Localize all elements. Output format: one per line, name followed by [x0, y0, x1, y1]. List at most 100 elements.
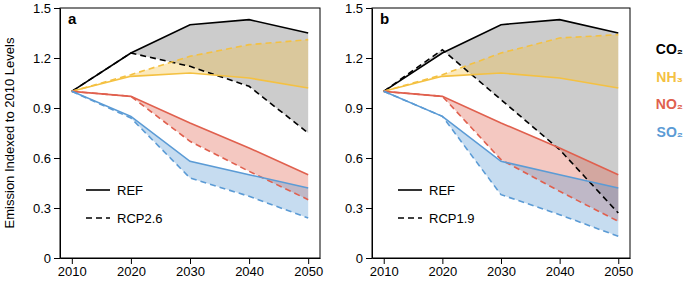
- range-area: [72, 91, 308, 218]
- tick-mark: [366, 208, 372, 209]
- x-tick: 2040: [546, 258, 575, 279]
- legend-swatch: [86, 217, 110, 219]
- y-axis: 00.30.60.91.21.5: [33, 1, 61, 266]
- legend-label: CO₂: [656, 41, 683, 57]
- legend-label: NH₃: [656, 69, 683, 85]
- tick-label: 0.3: [345, 201, 363, 216]
- plot-frame: [372, 8, 630, 258]
- tick-mark: [54, 108, 60, 109]
- legend-label: SO₂: [657, 124, 683, 140]
- figure: 2010 2020 2030 2040 2050 0 0.3 0.6 0.9 1.2 1.5 a Emi…: [0, 0, 685, 290]
- tick-label: 0.9: [33, 101, 51, 116]
- y-tick: 1.2: [33, 51, 60, 66]
- series-line: [72, 40, 308, 92]
- panel-title: b: [380, 10, 389, 27]
- tick-label: 0.9: [345, 101, 363, 116]
- legend-label: RCP2.6: [117, 211, 163, 226]
- tick-label: 2020: [428, 264, 457, 279]
- x-tick: 2010: [58, 258, 87, 279]
- legend-label: RCP1.9: [429, 211, 475, 226]
- tick-label: 2030: [487, 264, 516, 279]
- y-tick: 0.9: [345, 101, 372, 116]
- range-area: [384, 91, 619, 236]
- y-tick: 0.9: [33, 101, 60, 116]
- y-tick: 0.6: [345, 151, 372, 166]
- tick-mark: [366, 258, 372, 259]
- tick-mark: [308, 258, 309, 264]
- x-tick: 2020: [428, 258, 457, 279]
- tick-label: 2010: [58, 264, 87, 279]
- plot-area: [384, 20, 619, 237]
- series-line: [72, 91, 308, 218]
- tick-label: 1.2: [33, 51, 51, 66]
- y-axis: 0 0.3 0.6 0.9 1.2 1.5: [345, 1, 373, 266]
- tick-mark: [54, 8, 60, 9]
- panel: 2010202020302040205000.30.60.91.21.5bREF…: [345, 1, 633, 280]
- tick-label: 0.6: [345, 151, 363, 166]
- series-line: [72, 91, 308, 199]
- series-line: [384, 35, 619, 92]
- y-tick: 1.2: [345, 51, 372, 66]
- tick-label: 2020: [117, 264, 146, 279]
- y-axis-line: [60, 9, 61, 259]
- y-tick: 0: [44, 251, 60, 266]
- tick-mark: [54, 208, 60, 209]
- series-line: [384, 91, 619, 236]
- tick-label: 1.2: [345, 51, 363, 66]
- tick-mark: [190, 258, 191, 264]
- series-line: [384, 50, 619, 213]
- tick-mark: [618, 258, 619, 264]
- tick-mark: [54, 258, 60, 259]
- range-area: [72, 40, 308, 92]
- tick-mark: [366, 58, 372, 59]
- tick-mark: [249, 258, 250, 264]
- series-line: [72, 20, 308, 92]
- series-line: [384, 91, 619, 221]
- legend-swatch: [398, 217, 422, 219]
- tick-mark: [131, 258, 132, 264]
- y-tick: 0.3: [345, 201, 372, 216]
- plot-area: [72, 20, 308, 218]
- series-line: [384, 73, 619, 91]
- series-line: [384, 91, 619, 174]
- legend-label: REF: [117, 183, 143, 198]
- series-line: [384, 91, 619, 188]
- panel: 2010202020302040205000.30.60.91.21.5aEmi…: [2, 1, 323, 280]
- series-line: [72, 91, 308, 188]
- legend-swatch: [86, 189, 110, 191]
- tick-label: 2040: [235, 264, 264, 279]
- tick-label: 2030: [176, 264, 205, 279]
- tick-mark: [501, 258, 502, 264]
- plot-frame: [60, 8, 320, 258]
- legend-swatch: [398, 189, 422, 191]
- x-axis: 2010 2020 2030 2040 2050: [370, 258, 633, 279]
- tick-label: 2050: [604, 264, 633, 279]
- x-axis: 20102020203020402050: [58, 258, 323, 279]
- tick-label: 0: [356, 251, 363, 266]
- tick-label: 0.3: [33, 201, 51, 216]
- tick-mark: [442, 258, 443, 264]
- y-axis-line: [372, 9, 373, 259]
- series-line: [72, 91, 308, 174]
- y-tick: 0: [356, 251, 372, 266]
- range-area: [384, 35, 619, 92]
- tick-label: 2040: [546, 264, 575, 279]
- tick-mark: [366, 108, 372, 109]
- tick-mark: [384, 258, 385, 264]
- panel-title: a: [68, 10, 77, 27]
- series-line: [384, 20, 619, 92]
- range-area: [72, 20, 308, 133]
- tick-label: 2010: [370, 264, 399, 279]
- tick-mark: [54, 58, 60, 59]
- tick-mark: [54, 158, 60, 159]
- x-tick: 2030: [176, 258, 205, 279]
- y-axis-title: Emission Indexed to 2010 Levels: [2, 37, 17, 228]
- tick-label: 1.5: [345, 1, 363, 16]
- x-tick: 2030: [487, 258, 516, 279]
- x-tick: 2020: [117, 258, 146, 279]
- y-tick: 0.6: [33, 151, 60, 166]
- tick-mark: [560, 258, 561, 264]
- legend-label: NO₂: [656, 96, 683, 112]
- tick-mark: [72, 258, 73, 264]
- x-tick: 2010: [370, 258, 399, 279]
